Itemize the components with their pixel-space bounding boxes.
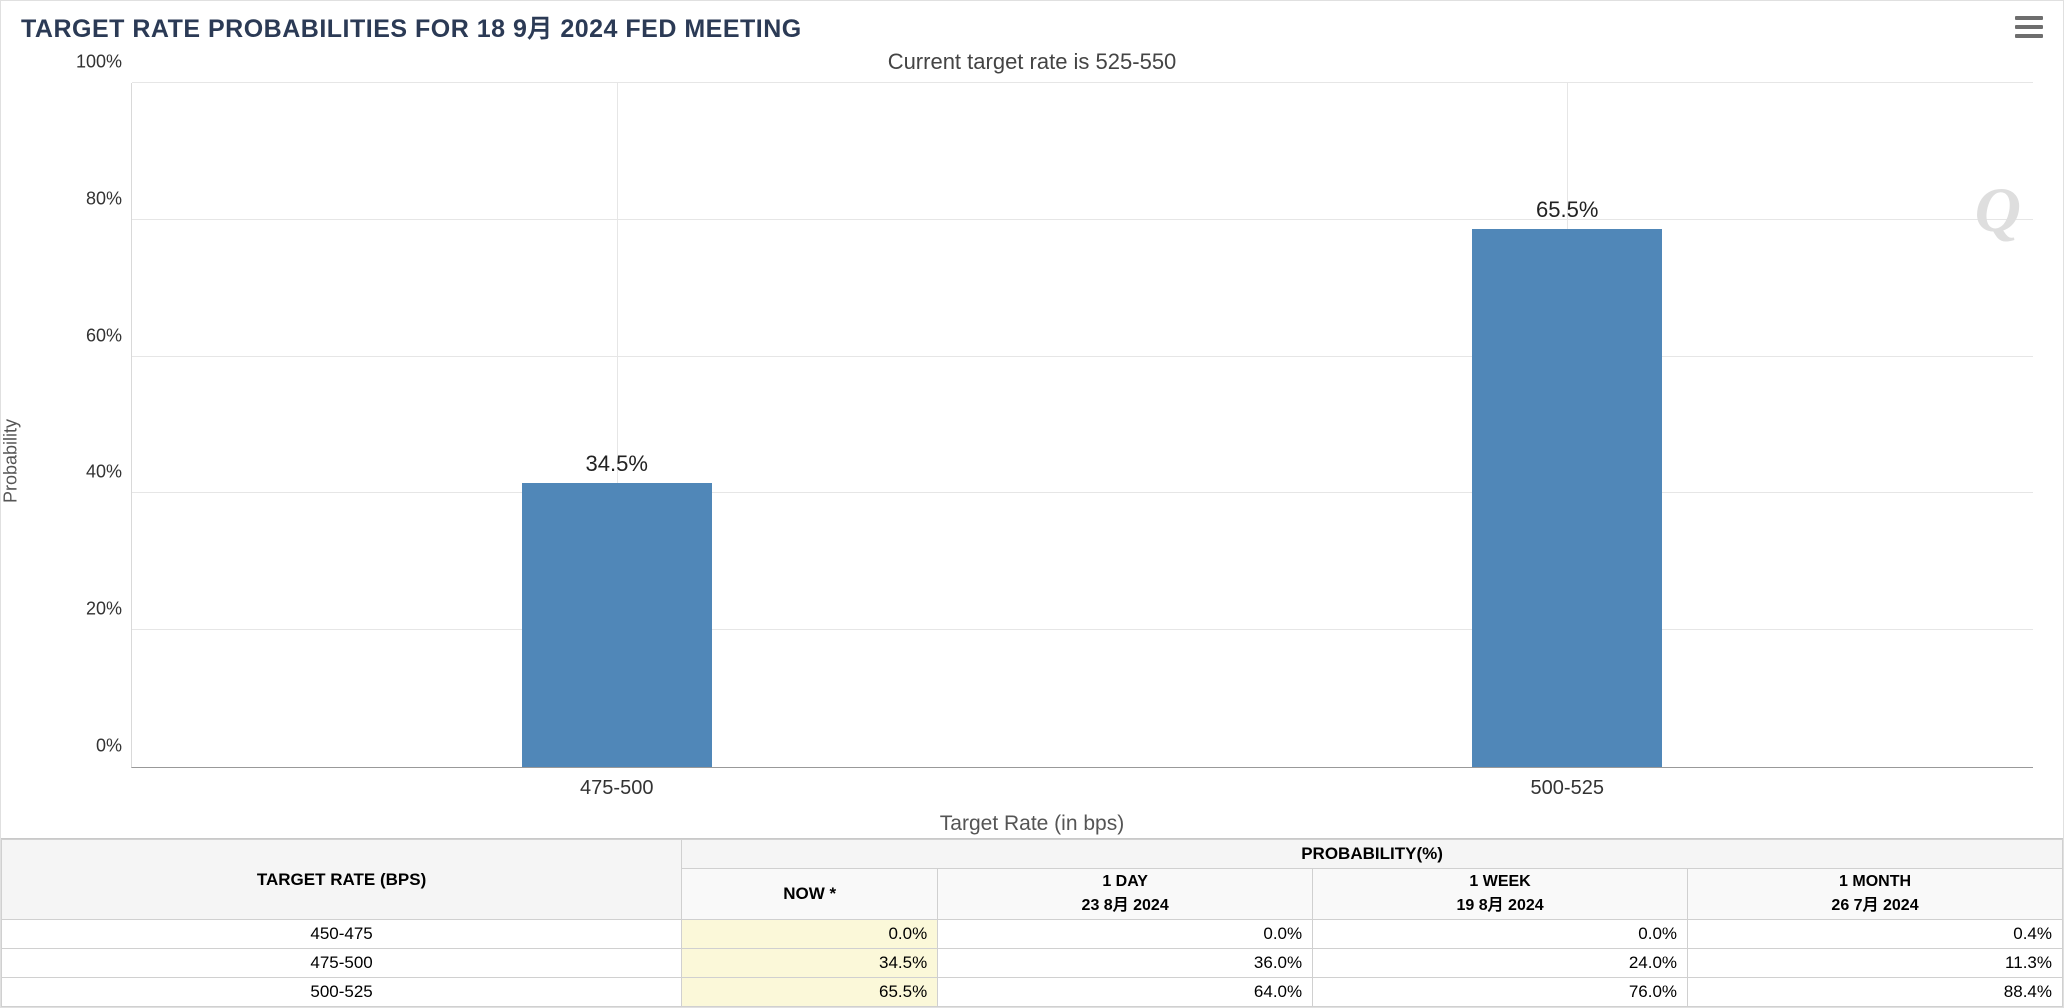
probability-table: TARGET RATE (BPS) PROBABILITY(%) NOW *1 … [1, 838, 2063, 1007]
cell-now: 0.0% [682, 920, 938, 949]
chart-menu-icon[interactable] [2015, 16, 2043, 38]
cell-1month: 88.4% [1688, 978, 2063, 1007]
cell-1month: 11.3% [1688, 949, 2063, 978]
bar-475-500[interactable]: 34.5% [522, 483, 712, 767]
cell-1week: 24.0% [1313, 949, 1688, 978]
subheader-0: NOW * [682, 869, 938, 920]
y-tick: 100% [76, 52, 132, 73]
cell-now: 34.5% [682, 949, 938, 978]
y-tick: 0% [96, 736, 132, 757]
table-row: 500-52565.5%64.0%76.0%88.4% [2, 978, 2063, 1007]
cell-1month: 0.4% [1688, 920, 2063, 949]
y-tick: 20% [86, 599, 132, 620]
x-tick: 500-525 [1531, 767, 1604, 800]
cell-1day: 36.0% [938, 949, 1313, 978]
y-tick: 80% [86, 188, 132, 209]
cell-1day: 0.0% [938, 920, 1313, 949]
col-probability: PROBABILITY(%) [682, 840, 2063, 869]
cell-rate: 500-525 [2, 978, 682, 1007]
y-tick: 40% [86, 462, 132, 483]
y-axis-label: Probability [1, 418, 22, 502]
x-tick: 475-500 [580, 767, 653, 800]
cell-rate: 475-500 [2, 949, 682, 978]
bar-value-label: 65.5% [1536, 197, 1598, 223]
table-row: 450-4750.0%0.0%0.0%0.4% [2, 920, 2063, 949]
subheader-3: 1 MONTH26 7月 2024 [1688, 869, 2063, 920]
col-target-rate: TARGET RATE (BPS) [2, 840, 682, 920]
cell-1week: 0.0% [1313, 920, 1688, 949]
subheader-1: 1 DAY23 8月 2024 [938, 869, 1313, 920]
table-row: 475-50034.5%36.0%24.0%11.3% [2, 949, 2063, 978]
probability-bar-chart: Probability 0%20%40%60%80%100%34.5%475-5… [21, 83, 2043, 838]
chart-title: TARGET RATE PROBABILITIES FOR 18 9月 2024… [21, 9, 802, 45]
cell-rate: 450-475 [2, 920, 682, 949]
x-axis-label: Target Rate (in bps) [940, 812, 1124, 836]
bar-value-label: 34.5% [586, 451, 648, 477]
y-tick: 60% [86, 325, 132, 346]
cell-now: 65.5% [682, 978, 938, 1007]
cell-1week: 76.0% [1313, 978, 1688, 1007]
subheader-2: 1 WEEK19 8月 2024 [1313, 869, 1688, 920]
bar-500-525[interactable]: 65.5% [1472, 229, 1662, 767]
cell-1day: 64.0% [938, 978, 1313, 1007]
chart-subtitle: Current target rate is 525-550 [1, 49, 2063, 75]
